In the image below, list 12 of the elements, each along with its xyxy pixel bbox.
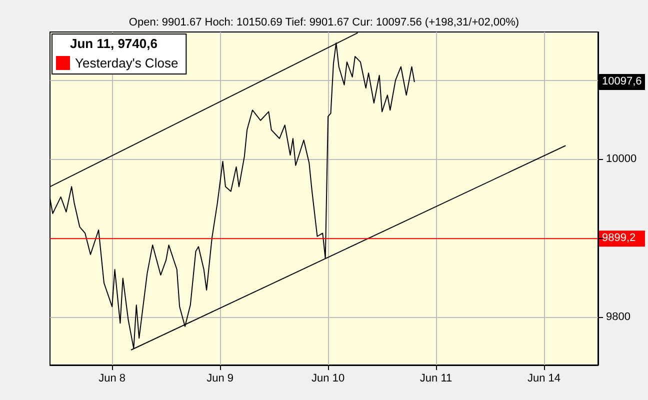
- annotation: Jun 11, 9740,6: [70, 36, 158, 51]
- x-tick-label: Jun 9: [206, 372, 234, 384]
- text: 9899,2: [602, 232, 636, 244]
- legend-label: Yesterday's Close: [75, 56, 178, 70]
- y-tick-label: 9800: [606, 310, 630, 323]
- chart-title: Open: 9901.67 Hoch: 10150.69 Tief: 9901.67 Cur: 10097.56 (+198,31/+02,00%): [128, 16, 520, 28]
- y-tick-label: 10000: [606, 153, 637, 166]
- x-tick-label: Jun 14: [527, 372, 561, 384]
- x-tick-label: Jun 11: [420, 372, 452, 384]
- x-tick-label: Jun 8: [98, 372, 126, 384]
- x-tick-label: Jun 10: [312, 372, 345, 384]
- text: 10097,6: [602, 76, 642, 88]
